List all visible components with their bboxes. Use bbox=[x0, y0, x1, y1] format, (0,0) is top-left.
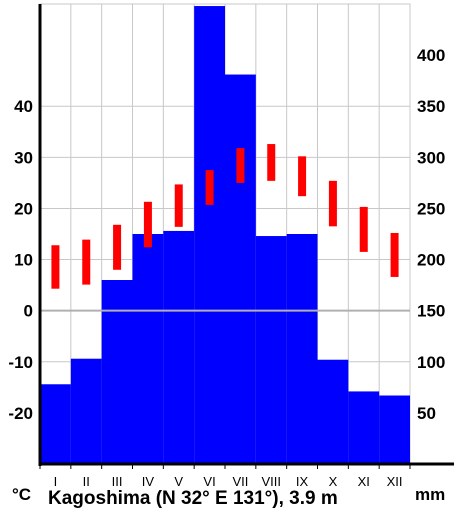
chart-title: Kagoshima (N 32° E 131°), 3.9 m bbox=[48, 488, 338, 509]
month-label: VII bbox=[232, 474, 248, 489]
precipitation-bar bbox=[101, 280, 133, 464]
temperature-range bbox=[51, 245, 60, 289]
left-tick-label: -10 bbox=[8, 353, 33, 372]
temperature-range bbox=[328, 180, 337, 227]
month-label: VI bbox=[203, 474, 215, 489]
right-tick-label: 300 bbox=[417, 148, 445, 167]
temperature-range bbox=[390, 232, 399, 277]
month-label: IV bbox=[142, 474, 155, 489]
left-axis-ticks: 40 30 20 10 0 -10 -20 bbox=[8, 97, 33, 423]
temperature-range bbox=[143, 201, 152, 248]
precipitation-bars bbox=[40, 6, 410, 465]
right-tick-label: 200 bbox=[417, 251, 445, 270]
precipitation-bar bbox=[70, 358, 102, 464]
precipitation-bar bbox=[194, 6, 225, 465]
temperature-range bbox=[298, 156, 307, 197]
left-tick-label: 30 bbox=[14, 148, 33, 167]
month-label: IX bbox=[296, 474, 309, 489]
month-label: X bbox=[329, 474, 338, 489]
month-label: I bbox=[54, 474, 58, 489]
temperature-range bbox=[174, 184, 183, 227]
month-label: XI bbox=[358, 474, 370, 489]
right-tick-label: 350 bbox=[417, 97, 445, 116]
precipitation-bar bbox=[225, 74, 256, 465]
left-tick-label: 0 bbox=[24, 302, 33, 321]
left-tick-label: 20 bbox=[14, 199, 33, 218]
precipitation-bar bbox=[255, 236, 287, 464]
right-axis-ticks: 400 350 300 250 200 150 100 50 bbox=[417, 46, 445, 423]
right-tick-label: 100 bbox=[417, 353, 445, 372]
right-tick-label: 50 bbox=[417, 404, 436, 423]
right-tick-label: 250 bbox=[417, 199, 445, 218]
temperature-range bbox=[82, 239, 91, 285]
precipitation-bar bbox=[132, 234, 164, 464]
right-tick-label: 400 bbox=[417, 46, 445, 65]
month-label: VIII bbox=[261, 474, 281, 489]
left-tick-label: 10 bbox=[14, 251, 33, 270]
left-tick-label: -20 bbox=[8, 404, 33, 423]
month-label: V bbox=[174, 474, 183, 489]
precipitation-bar bbox=[317, 359, 349, 464]
axes bbox=[38, 4, 454, 469]
precipitation-bar bbox=[348, 391, 380, 464]
month-label: II bbox=[83, 474, 90, 489]
left-unit-label: °C bbox=[12, 485, 31, 504]
month-label: XII bbox=[387, 474, 403, 489]
month-labels: I II III IV V VI VII VIII IX X XI XII bbox=[54, 474, 403, 489]
temperature-range bbox=[359, 206, 368, 252]
left-tick-label: 40 bbox=[14, 97, 33, 116]
month-label: III bbox=[112, 474, 123, 489]
precipitation-bar bbox=[379, 395, 410, 464]
temperature-range bbox=[113, 224, 122, 270]
precipitation-bar bbox=[40, 384, 71, 464]
right-tick-label: 150 bbox=[417, 302, 445, 321]
precipitation-bar bbox=[163, 230, 195, 464]
temperature-ranges bbox=[51, 144, 399, 289]
precipitation-bar bbox=[286, 234, 318, 464]
temperature-range bbox=[205, 170, 214, 205]
temperature-range bbox=[236, 148, 245, 183]
right-unit-label: mm bbox=[415, 485, 445, 504]
temperature-range bbox=[267, 144, 276, 181]
